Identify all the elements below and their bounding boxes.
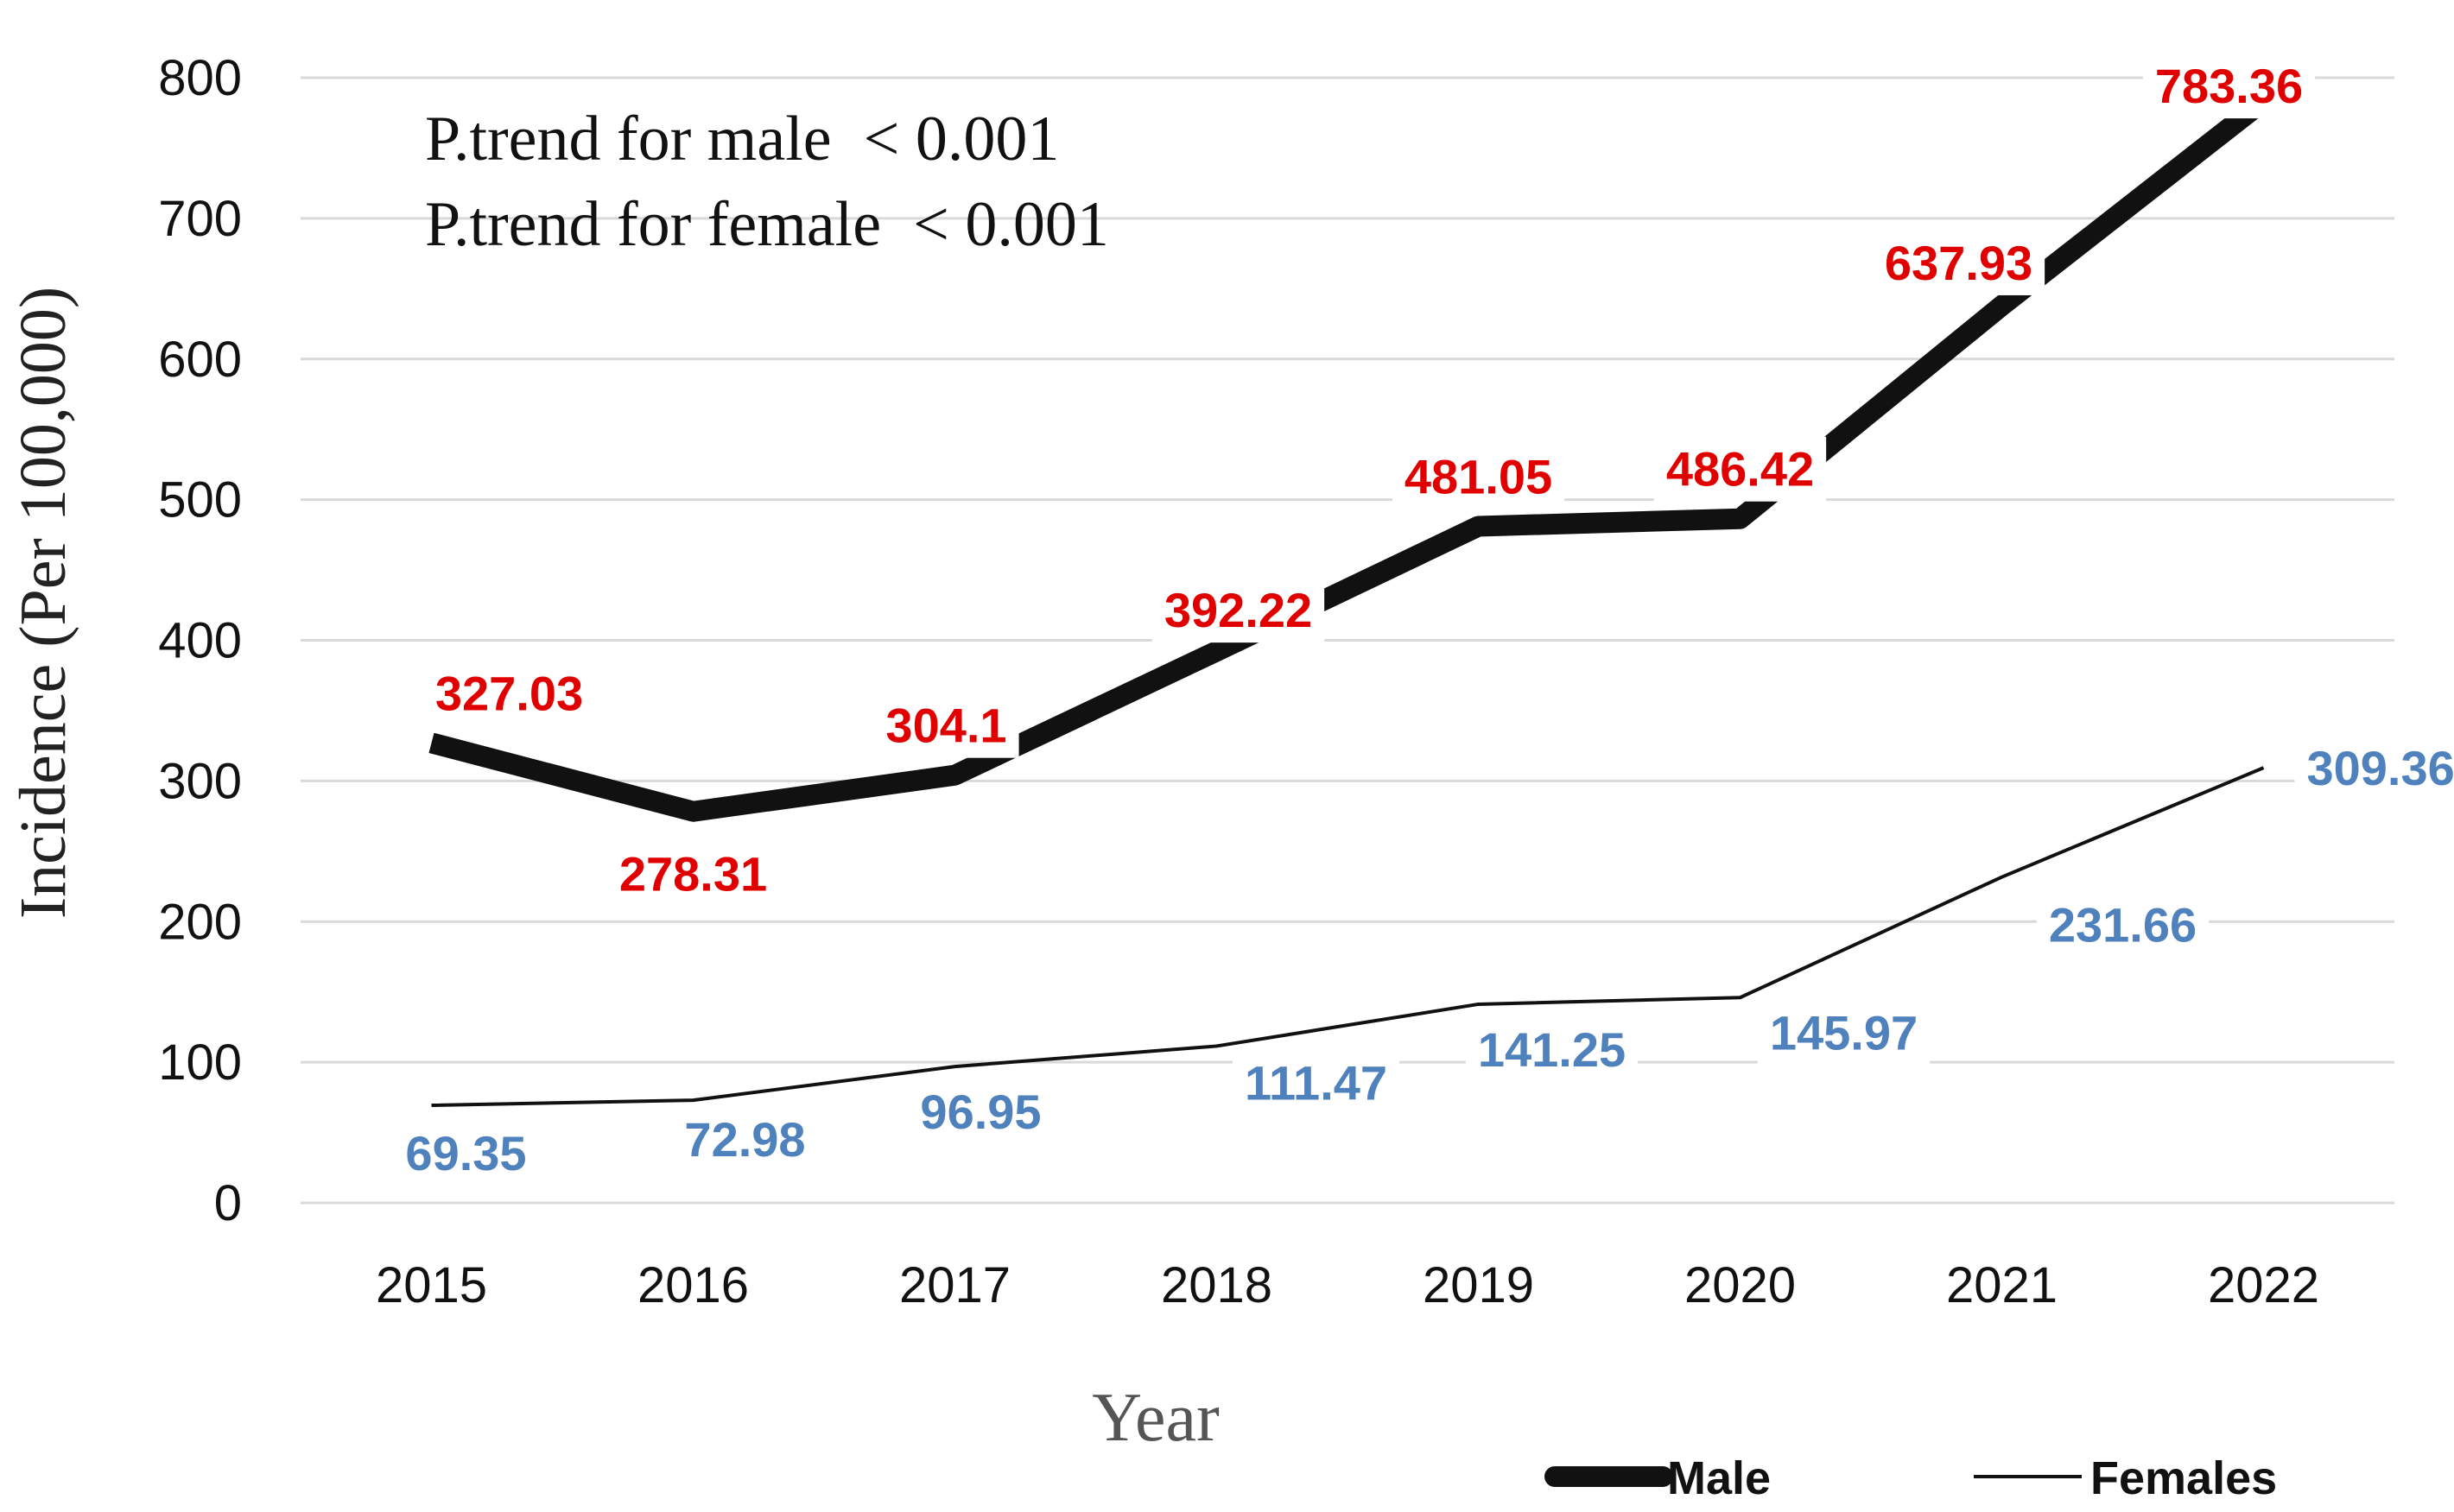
data-label-male: 637.93 — [1885, 236, 2032, 290]
data-label-male: 481.05 — [1405, 449, 1552, 503]
data-label-bg — [606, 841, 780, 907]
y-axis-title: Incidence (Per 100,000) — [7, 287, 79, 919]
y-tick-label: 600 — [158, 332, 242, 388]
legend-male-label: Male — [1667, 1452, 1771, 1504]
x-tick-label: 2016 — [637, 1257, 749, 1313]
x-tick-label: 2022 — [2208, 1257, 2319, 1313]
data-label-bg — [908, 1079, 1054, 1145]
data-label-bg — [1757, 1000, 1931, 1066]
data-label-bg — [1872, 230, 2045, 295]
gridlines — [301, 76, 2394, 1205]
annotation-female-trend: P.trend for female < 0.001 — [425, 189, 1109, 260]
x-tick-label: 2020 — [1684, 1257, 1796, 1313]
data-label-females: 72.98 — [684, 1112, 805, 1167]
data-label-bg — [422, 661, 596, 726]
annotation-male-trend: P.trend for male < 0.001 — [425, 104, 1059, 174]
data-label-bg — [2294, 736, 2454, 801]
x-tick-label: 2018 — [1161, 1257, 1272, 1313]
data-label-females: 111.47 — [1245, 1055, 1387, 1110]
data-labels: 327.03 278.31 304.1 392.22 481.05 486.42 637.9… — [393, 54, 2454, 1186]
data-label-females: 145.97 — [1770, 1005, 1918, 1060]
legend: Male Females — [1544, 1452, 2277, 1504]
data-label-bg — [873, 693, 1019, 758]
x-tick-label: 2017 — [899, 1257, 1011, 1313]
data-label-male: 392.22 — [1164, 583, 1312, 637]
y-tick-label: 0 — [214, 1175, 242, 1231]
data-label-bg — [2142, 54, 2316, 119]
series-lines — [428, 92, 2270, 1108]
data-label-females: 231.66 — [2049, 898, 2197, 952]
data-label-bg — [393, 1121, 539, 1186]
data-label-bg — [1232, 1050, 1400, 1116]
data-label-bg — [2036, 892, 2210, 958]
data-label-females: 96.95 — [920, 1085, 1041, 1139]
x-axis-ticks: 2015 2016 2017 2018 2019 2020 2021 2022 — [376, 1257, 2319, 1313]
y-tick-label: 500 — [158, 472, 242, 528]
data-label-male: 327.03 — [435, 666, 583, 720]
data-label-male: 304.1 — [885, 699, 1006, 753]
y-axis-ticks: 0 100 200 300 400 500 600 700 800 — [158, 50, 242, 1231]
y-tick-label: 100 — [158, 1034, 242, 1091]
data-label-bg — [672, 1107, 818, 1173]
x-tick-label: 2015 — [376, 1257, 487, 1313]
data-label-females: 141.25 — [1478, 1022, 1626, 1077]
y-tick-label: 300 — [158, 753, 242, 809]
y-tick-label: 200 — [158, 894, 242, 950]
series-line-females — [431, 766, 2265, 1108]
data-label-bg — [1653, 436, 1827, 502]
y-tick-label: 700 — [158, 191, 242, 247]
data-label-male: 278.31 — [619, 847, 767, 902]
series-line-male — [428, 92, 2270, 822]
y-tick-label: 800 — [158, 50, 242, 106]
legend-females-label: Females — [2090, 1452, 2277, 1504]
data-label-male: 783.36 — [2155, 59, 2303, 113]
y-tick-label: 400 — [158, 613, 242, 669]
x-tick-label: 2019 — [1423, 1257, 1534, 1313]
data-label-bg — [1151, 578, 1325, 643]
x-tick-label: 2021 — [1946, 1257, 2058, 1313]
data-label-bg — [1392, 444, 1565, 509]
data-label-females: 309.36 — [2307, 741, 2454, 795]
data-label-females: 69.35 — [405, 1126, 526, 1180]
x-axis-title: Year — [1092, 1380, 1219, 1456]
data-label-bg — [1465, 1016, 1639, 1082]
data-label-male: 486.42 — [1666, 442, 1814, 497]
